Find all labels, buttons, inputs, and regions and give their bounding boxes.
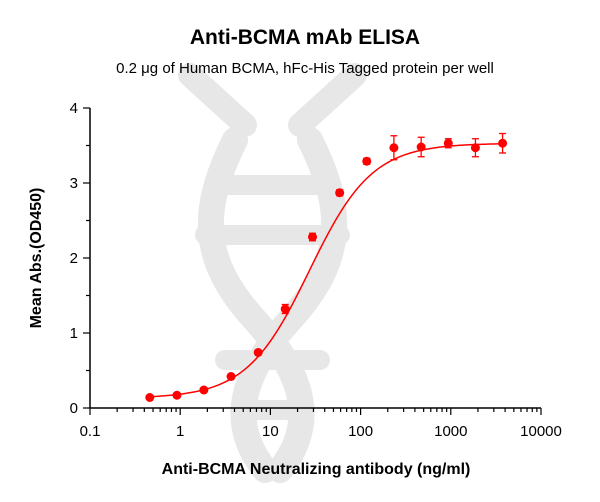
data-point bbox=[253, 348, 263, 357]
data-point bbox=[199, 385, 209, 395]
data-marker bbox=[498, 138, 508, 148]
x-tick-label: 100 bbox=[348, 423, 373, 440]
y-tick-label: 2 bbox=[70, 250, 78, 267]
data-point bbox=[226, 372, 236, 381]
fit-curve bbox=[149, 143, 503, 398]
data-marker bbox=[335, 188, 345, 198]
data-point bbox=[416, 136, 426, 158]
x-tick-label: 10000 bbox=[520, 423, 562, 440]
y-tick-label: 3 bbox=[70, 175, 78, 192]
data-point bbox=[280, 303, 290, 315]
data-point bbox=[470, 138, 480, 158]
chart-title: Anti-BCMA mAb ELISA bbox=[190, 26, 420, 49]
data-point bbox=[308, 232, 318, 242]
data-point bbox=[172, 390, 182, 400]
data-marker bbox=[443, 138, 453, 148]
data-marker bbox=[416, 142, 426, 152]
x-axis-label: Anti-BCMA Neutralizing antibody (ng/ml) bbox=[162, 461, 471, 478]
x-tick-label: 1000 bbox=[434, 423, 467, 440]
data-marker bbox=[470, 143, 480, 153]
y-tick-label: 4 bbox=[70, 100, 78, 117]
x-tick-label: 10 bbox=[262, 423, 279, 440]
data-marker bbox=[199, 385, 209, 395]
data-marker bbox=[226, 372, 236, 381]
axis-ticks: 0.1 1 10 100 1000 10000 0 1 2 3 4 bbox=[70, 100, 562, 440]
data-point bbox=[362, 156, 372, 166]
data-marker bbox=[172, 390, 182, 400]
data-point bbox=[335, 188, 345, 198]
data-point bbox=[498, 132, 508, 154]
data-point bbox=[443, 138, 453, 149]
y-tick-label: 0 bbox=[70, 400, 78, 417]
x-tick-label: 1 bbox=[176, 423, 184, 440]
y-tick-label: 1 bbox=[70, 325, 78, 342]
data-marker bbox=[362, 156, 372, 166]
data-marker bbox=[389, 143, 399, 153]
x-tick-label: 0.1 bbox=[80, 423, 101, 440]
data-marker bbox=[145, 393, 155, 402]
data-point bbox=[389, 135, 399, 161]
chart-subtitle: 0.2 μg of Human BCMA, hFc-His Tagged pro… bbox=[116, 60, 494, 77]
data-point bbox=[145, 393, 155, 402]
y-axis-label: Mean Abs.(OD450) bbox=[28, 188, 45, 329]
fit-curve-layer bbox=[149, 143, 503, 398]
data-marker bbox=[253, 348, 263, 357]
watermark-logo bbox=[178, 63, 367, 483]
data-points-layer bbox=[145, 132, 508, 402]
data-marker bbox=[280, 304, 290, 314]
data-marker bbox=[308, 232, 318, 242]
